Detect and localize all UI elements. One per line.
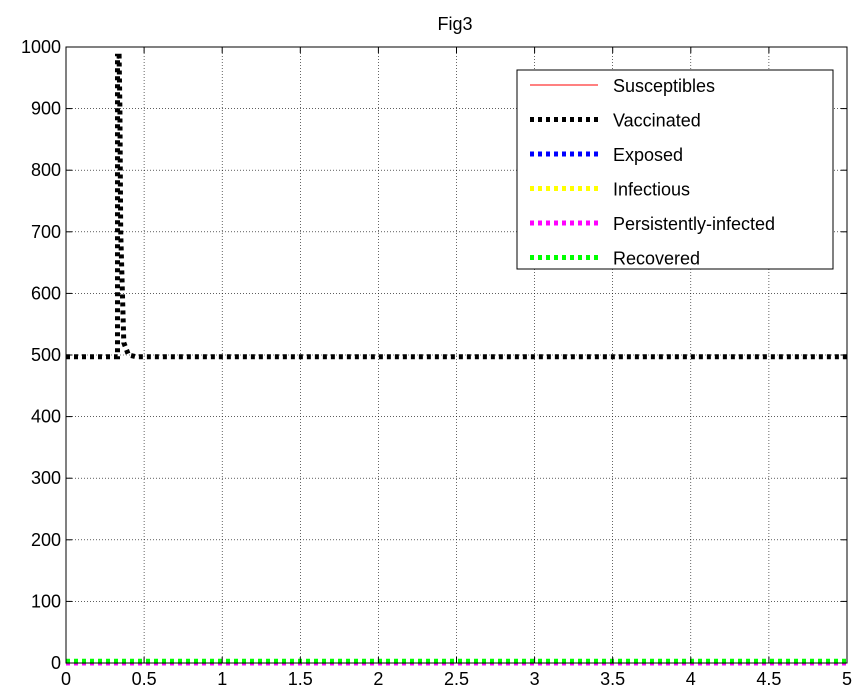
- x-tick-label: 1: [217, 669, 227, 689]
- x-tick-label: 0.5: [132, 669, 157, 689]
- legend-label: Recovered: [613, 249, 700, 269]
- chart-title: Fig3: [437, 14, 472, 34]
- y-tick-label: 600: [31, 283, 61, 303]
- x-tick-label: 3.5: [600, 669, 625, 689]
- series-line-vaccinated: [66, 53, 847, 360]
- y-tick-label: 700: [31, 222, 61, 242]
- y-tick-label: 500: [31, 345, 61, 365]
- x-tick-label: 1.5: [288, 669, 313, 689]
- legend-label: Susceptibles: [613, 76, 715, 96]
- legend-label: Vaccinated: [613, 111, 701, 131]
- x-tick-label: 5: [842, 669, 852, 689]
- legend: Susceptibles Vaccinated Exposed Infectious P…: [516, 69, 834, 270]
- x-tick-label: 3: [530, 669, 540, 689]
- y-tick-label: 100: [31, 591, 61, 611]
- ticks: 0 0.5 1 1.5 2 2.5 3 3.5 4 4.5 5 0 100 200 300 400 500 600…: [21, 37, 852, 689]
- legend-box: [516, 69, 834, 270]
- x-tick-label: 4.5: [756, 669, 781, 689]
- y-tick-label: 200: [31, 530, 61, 550]
- y-tick-label: 400: [31, 407, 61, 427]
- x-tick-label: 0: [61, 669, 71, 689]
- y-tick-label: 800: [31, 160, 61, 180]
- legend-label: Infectious: [613, 180, 690, 200]
- y-tick-label: 1000: [21, 37, 61, 57]
- legend-label: Exposed: [613, 145, 683, 165]
- x-tick-label: 2: [373, 669, 383, 689]
- y-tick-label: 900: [31, 99, 61, 119]
- legend-label: Persistently-infected: [613, 214, 775, 234]
- y-tick-label: 300: [31, 468, 61, 488]
- x-tick-label: 2.5: [444, 669, 469, 689]
- y-tick-label: 0: [51, 653, 61, 673]
- x-tick-label: 4: [686, 669, 696, 689]
